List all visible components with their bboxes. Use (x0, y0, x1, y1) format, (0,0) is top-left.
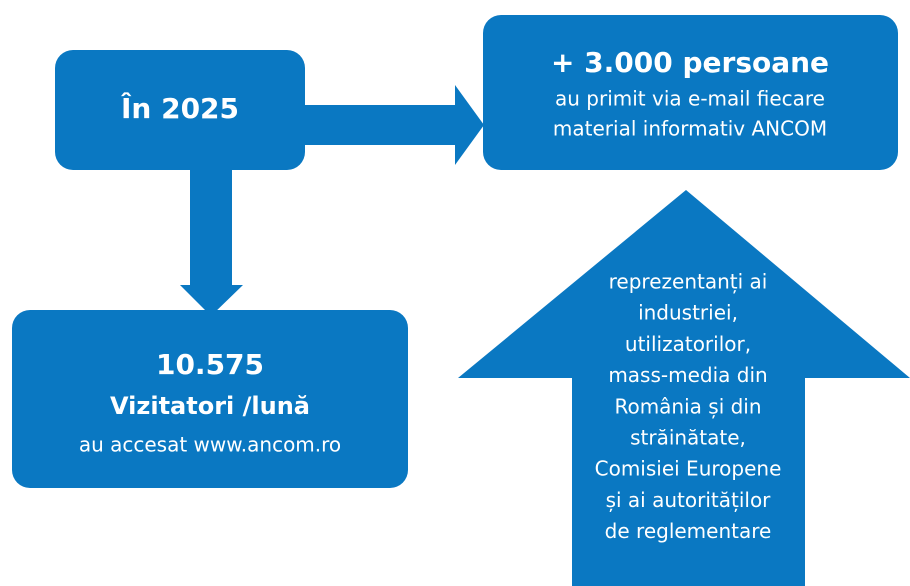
arrow-text-line: de reglementare (605, 519, 772, 543)
arrow-right-head (455, 85, 484, 165)
arrow-text-line: Comisiei Europene (595, 457, 782, 481)
visitors-title: 10.575 (156, 348, 264, 381)
arrow-text-line: și ai autorităților (606, 488, 772, 512)
box-visitors (12, 310, 408, 488)
box-year (55, 50, 305, 170)
email-text: au primit via e-mail fiecare (555, 87, 825, 111)
arrow-text-line: industriei, (638, 301, 738, 325)
visitors-text: au accesat www.ancom.ro (79, 433, 341, 457)
arrow-down-head (180, 285, 243, 316)
arrow-text: reprezentanți ai industriei, utilizatorilo… (595, 270, 782, 544)
arrow-text-line: utilizatorilor, (625, 332, 751, 356)
visitors-subtitle: Vizitatori /lună (110, 392, 310, 420)
arrow-right-stem (305, 105, 457, 145)
arrow-up (458, 190, 910, 586)
shapes (12, 15, 910, 586)
arrow-text-line: reprezentanți ai (609, 270, 768, 294)
arrow-text-line: străinătate, (630, 426, 746, 450)
email-text: material informativ ANCOM (553, 117, 827, 141)
arrow-text-line: România și din (614, 394, 761, 418)
email-title: + 3.000 persoane (551, 46, 829, 79)
arrow-down-stem (190, 165, 232, 287)
year-label: În 2025 (121, 91, 239, 125)
arrow-text-line: mass-media din (608, 363, 767, 387)
box-email (483, 15, 898, 170)
